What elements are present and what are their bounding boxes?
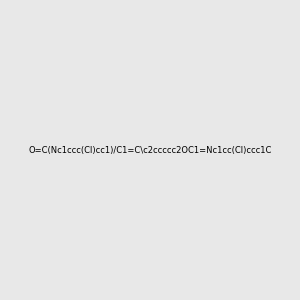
Text: O=C(Nc1ccc(Cl)cc1)/C1=C\c2ccccc2OC1=Nc1cc(Cl)ccc1C: O=C(Nc1ccc(Cl)cc1)/C1=C\c2ccccc2OC1=Nc1c… (28, 146, 272, 154)
